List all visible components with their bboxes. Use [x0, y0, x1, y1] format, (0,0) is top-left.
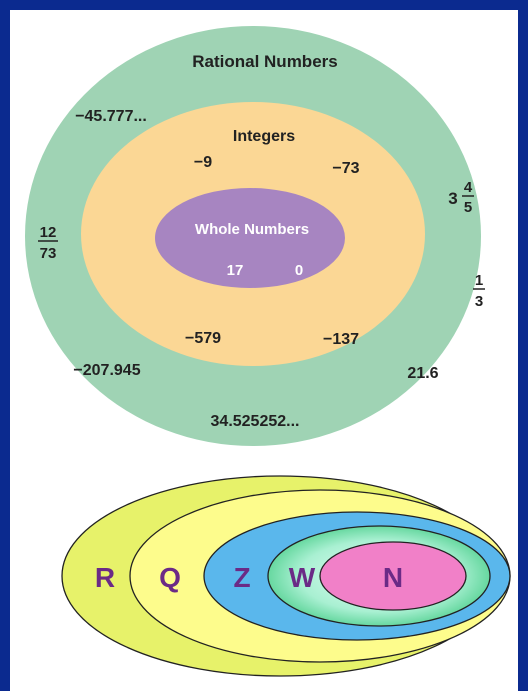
set-R-label: R: [95, 562, 115, 593]
fraction-numerator: 1: [475, 272, 483, 289]
rational-numbers-diagram: Rational Numbers Integers Whole Numbers …: [25, 26, 485, 446]
mixed-denominator: 5: [464, 199, 472, 216]
integer-value-neg137: −137: [323, 331, 359, 348]
whole-value-0: 0: [295, 262, 303, 279]
integer-value-neg579: −579: [185, 330, 221, 347]
rational-numbers-title: Rational Numbers: [192, 52, 337, 71]
whole-numbers-ellipse: [155, 188, 345, 288]
content-panel: Rational Numbers Integers Whole Numbers …: [10, 10, 518, 691]
set-W-label: W: [289, 562, 316, 593]
fraction-denominator: 73: [40, 245, 57, 262]
mixed-numerator: 4: [464, 179, 473, 196]
fraction-numerator: 12: [40, 224, 57, 241]
number-sets-figure: Rational Numbers Integers Whole Numbers …: [25, 26, 511, 677]
rational-value-34-52: 34.525252...: [211, 413, 300, 430]
fraction-12-73: 12 73: [38, 224, 58, 262]
integer-value-neg73: −73: [332, 160, 359, 177]
whole-numbers-label: Whole Numbers: [195, 221, 309, 238]
set-Q-label: Q: [159, 562, 181, 593]
rational-value-neg45: −45.777...: [75, 108, 147, 125]
set-N-label: N: [383, 562, 403, 593]
number-sets-nested-diagram: R Q Z W N: [61, 475, 511, 677]
set-N-ellipse: [319, 541, 467, 611]
integer-value-neg9: −9: [194, 154, 212, 171]
whole-value-17: 17: [227, 262, 244, 279]
rational-value-21-6: 21.6: [407, 365, 438, 382]
rational-value-neg207: −207.945: [73, 362, 140, 379]
mixed-number-3-4-5: 3 4 5: [448, 179, 474, 216]
integers-label: Integers: [233, 128, 295, 145]
fraction-denominator: 3: [475, 293, 483, 310]
mixed-whole: 3: [448, 189, 457, 208]
fraction-1-3: 1 3: [473, 272, 485, 310]
set-Z-label: Z: [233, 562, 250, 593]
